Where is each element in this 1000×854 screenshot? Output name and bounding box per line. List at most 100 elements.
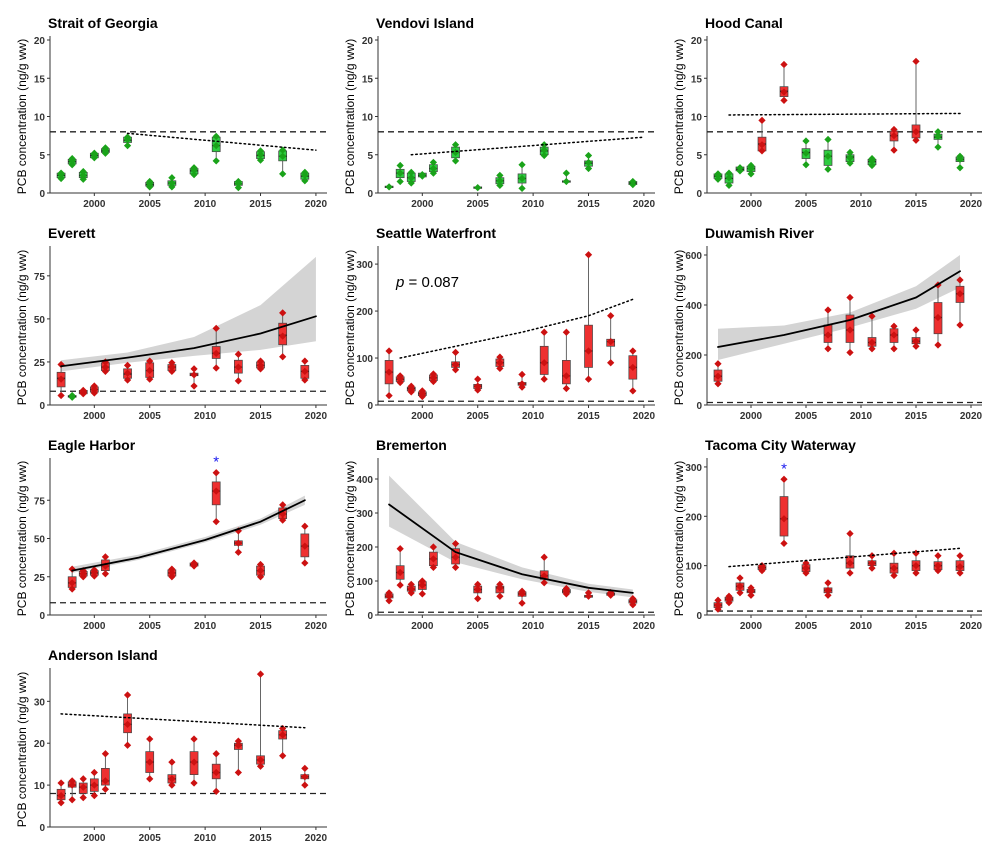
data-point [824, 152, 832, 160]
y-tick-label: 0 [696, 189, 702, 200]
data-point [279, 152, 287, 160]
data-point [451, 360, 460, 369]
data-point [584, 251, 593, 259]
data-point [234, 741, 242, 749]
data-point [79, 171, 87, 180]
data-point [725, 174, 733, 182]
data-point [584, 151, 593, 160]
data-point [396, 169, 404, 177]
trend-line [71, 499, 306, 572]
x-tick-label: 2010 [850, 621, 873, 632]
data-point [868, 559, 876, 567]
data-point [846, 529, 854, 538]
data-point [429, 563, 438, 572]
data-point [474, 375, 482, 383]
data-point [802, 161, 810, 169]
y-tick-label: 10 [691, 113, 703, 124]
panel-title: Duwamish River [705, 225, 814, 241]
x-tick-label: 2015 [577, 411, 600, 422]
x-tick-label: 2005 [795, 411, 818, 422]
p-value: = 0.087 [404, 274, 459, 291]
data-point [396, 378, 404, 387]
y-tick-label: 15 [362, 74, 374, 85]
data-point [714, 175, 722, 183]
data-point [956, 164, 964, 172]
data-point [868, 154, 876, 163]
data-point [540, 359, 548, 367]
data-point [190, 164, 198, 172]
data-point [912, 136, 920, 144]
data-point [736, 589, 744, 597]
y-tick-label: 400 [685, 301, 702, 312]
data-point [824, 165, 832, 173]
data-point [256, 151, 265, 159]
data-point [824, 579, 832, 587]
data-point [429, 169, 438, 177]
data-point [747, 591, 755, 599]
data-point [168, 359, 176, 367]
x-tick-label: 2000 [411, 199, 434, 210]
data-point [824, 586, 832, 594]
panel-title: Vendovi Island [376, 15, 474, 31]
data-point [629, 363, 637, 372]
data-point [714, 380, 722, 388]
data-point [846, 326, 854, 334]
data-point [418, 171, 426, 179]
data-point [474, 382, 482, 390]
data-point [301, 773, 309, 781]
x-tick-label: 2015 [249, 199, 272, 210]
data-point [496, 592, 504, 600]
data-point [890, 125, 898, 134]
data-point [429, 164, 438, 173]
x-tick-label: 2000 [83, 833, 106, 844]
data-point [934, 552, 942, 560]
data-point [256, 567, 265, 575]
trend-line-dotted [728, 547, 961, 568]
y-tick-label: 10 [34, 113, 46, 124]
y-tick-label: 20 [691, 36, 703, 47]
data-point [101, 570, 110, 578]
data-point [725, 592, 733, 600]
data-point [279, 516, 287, 524]
y-axis-label: PCB concentration (ng/g ww) [15, 461, 29, 616]
y-tick-label: 0 [696, 611, 702, 622]
data-point [256, 361, 265, 370]
data-point [629, 387, 637, 395]
x-tick-label: 2020 [960, 621, 983, 632]
y-tick-label: 0 [367, 611, 373, 622]
trend-line-dotted [60, 713, 306, 729]
data-point [934, 143, 942, 151]
data-point [518, 599, 526, 607]
data-point [256, 560, 265, 569]
x-tick-label: 2005 [467, 621, 490, 632]
x-tick-label: 2010 [194, 621, 217, 632]
data-point [912, 569, 920, 577]
y-axis-label: PCB concentration (ng/g ww) [343, 250, 357, 405]
data-point [890, 564, 898, 572]
y-tick-label: 200 [356, 543, 373, 554]
data-point [562, 584, 570, 593]
data-point [123, 720, 132, 728]
data-point [934, 566, 942, 575]
data-point [562, 328, 570, 336]
data-point [190, 735, 198, 743]
data-point [123, 741, 132, 749]
data-point [168, 758, 176, 766]
data-point [846, 148, 854, 157]
data-point [68, 154, 76, 163]
data-point [802, 559, 810, 567]
data-point [824, 306, 832, 314]
x-tick-label: 2020 [960, 199, 983, 210]
data-point [123, 376, 132, 384]
data-point [802, 569, 810, 577]
trend-line-dotted [126, 132, 317, 151]
data-point [714, 601, 722, 609]
y-tick-label: 300 [356, 509, 373, 520]
data-point [629, 347, 637, 355]
x-tick-label: 2000 [83, 199, 106, 210]
data-point [846, 348, 854, 357]
data-point [212, 364, 220, 372]
data-point [90, 572, 98, 580]
data-point [256, 156, 265, 164]
data-point [57, 779, 65, 787]
